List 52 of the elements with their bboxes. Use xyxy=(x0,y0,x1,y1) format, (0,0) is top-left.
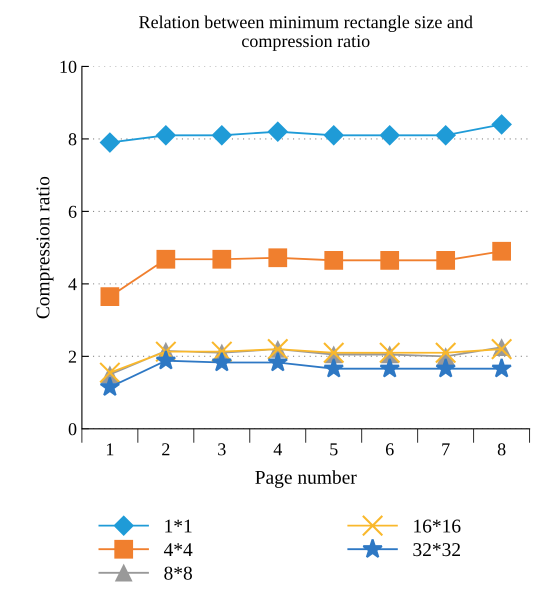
point xyxy=(492,242,512,261)
point xyxy=(436,125,456,146)
x-axis-title: Page number xyxy=(255,470,357,488)
point xyxy=(379,358,400,378)
point xyxy=(324,250,344,270)
point xyxy=(212,352,232,372)
x-tick-label: 8 xyxy=(498,443,506,456)
point xyxy=(156,350,176,370)
point xyxy=(100,132,120,153)
point xyxy=(156,125,176,146)
legend-label: 4*4 xyxy=(164,543,192,556)
point xyxy=(323,358,344,378)
point xyxy=(322,342,345,364)
x-tick-label: 7 xyxy=(442,443,450,456)
point xyxy=(436,250,456,270)
legend-label: 32*32 xyxy=(413,543,460,556)
point xyxy=(491,114,512,135)
legend-label: 16*16 xyxy=(414,520,460,533)
point xyxy=(380,125,400,146)
y-tick-label: 8 xyxy=(68,133,76,146)
point xyxy=(268,248,288,268)
legend-label: 8*8 xyxy=(164,566,192,580)
x-tick-label: 5 xyxy=(330,443,338,456)
point xyxy=(212,125,232,146)
point xyxy=(100,376,120,396)
point xyxy=(491,358,512,378)
y-tick-label: 6 xyxy=(68,206,76,218)
point xyxy=(435,358,456,378)
x-tick-label: 3 xyxy=(218,443,226,456)
y-tick-label: 10 xyxy=(60,60,76,73)
y-tick-label: 0 xyxy=(68,423,76,436)
legend-label: 1*1 xyxy=(165,520,192,532)
x-tick-label: 4 xyxy=(274,443,282,456)
y-tick-label: 2 xyxy=(68,350,76,363)
point xyxy=(156,250,176,269)
point xyxy=(268,122,288,142)
point xyxy=(212,250,232,269)
y-axis-title: Compression ratio xyxy=(36,176,54,318)
x-tick-label: 1 xyxy=(106,443,114,456)
x-tick-label: 2 xyxy=(162,443,170,456)
point xyxy=(99,362,121,384)
point xyxy=(211,340,233,362)
point xyxy=(378,342,400,364)
point xyxy=(324,125,344,146)
point xyxy=(100,287,120,306)
point xyxy=(380,250,400,270)
chart-title: Relation between minimum rectangle size and compression ratio xyxy=(139,16,473,51)
point xyxy=(267,352,288,372)
x-tick-label: 6 xyxy=(386,443,394,456)
point xyxy=(434,342,456,364)
point xyxy=(490,338,512,360)
y-tick-label: 4 xyxy=(68,278,77,290)
